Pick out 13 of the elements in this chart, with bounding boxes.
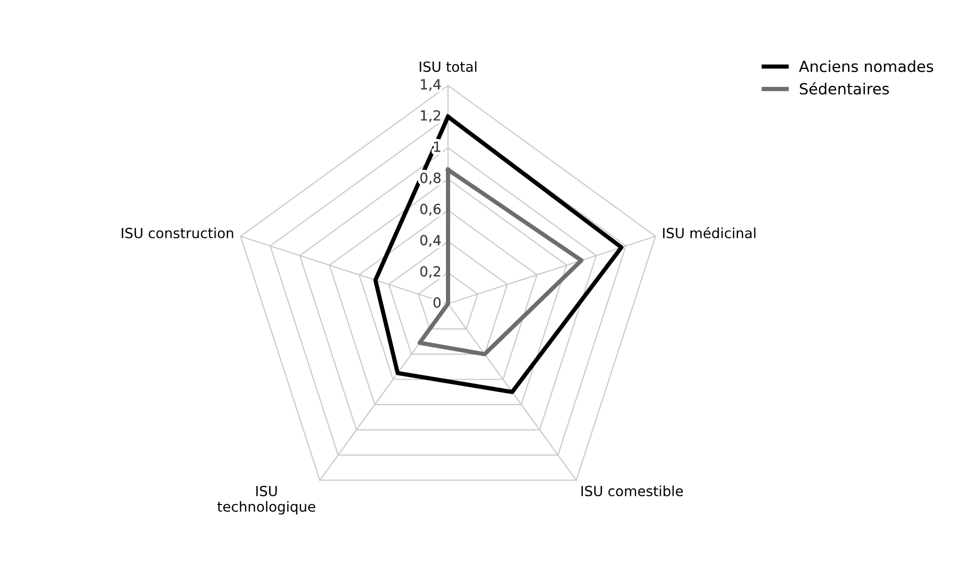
y-tick-label: 1,4 (420, 79, 441, 91)
spoke-label: ISU construction (122, 228, 234, 238)
spoke-label: ISU médicinal (663, 227, 756, 238)
legend-label: Sédentaires (800, 82, 889, 95)
y-tick-label: 0,4 (420, 234, 441, 247)
y-tick-label: 1,2 (420, 110, 440, 122)
spoke-label: ISU comestible (581, 486, 683, 496)
y-tick-label: 0 (434, 297, 441, 308)
spoke-label: ISU technologique (217, 486, 316, 515)
legend-label: Anciens nomades (798, 60, 934, 72)
y-tick-label: 0,2 (420, 266, 440, 278)
y-tick-label: 0,6 (420, 204, 441, 216)
spoke-label: ISU total (420, 61, 476, 72)
